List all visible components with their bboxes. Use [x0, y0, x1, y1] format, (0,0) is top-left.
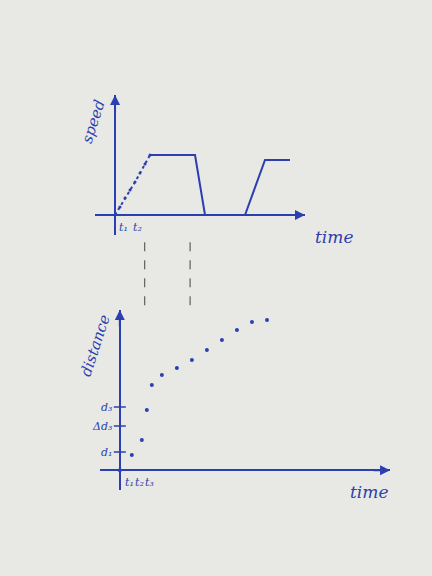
svg-text:t₁: t₁: [125, 476, 134, 489]
svg-text:t₃: t₃: [145, 476, 154, 489]
svg-text:t₂: t₂: [135, 476, 144, 489]
svg-text:time: time: [350, 482, 388, 502]
svg-text:d₁: d₁: [101, 446, 112, 459]
svg-text:t₂: t₂: [133, 221, 142, 234]
svg-text:speed: speed: [78, 97, 109, 145]
svg-text:Δd₃: Δd₃: [92, 420, 112, 433]
svg-text:t₁: t₁: [119, 221, 128, 234]
svg-text:time: time: [315, 227, 353, 247]
svg-text:distance: distance: [77, 312, 114, 379]
svg-text:d₃: d₃: [101, 401, 112, 414]
